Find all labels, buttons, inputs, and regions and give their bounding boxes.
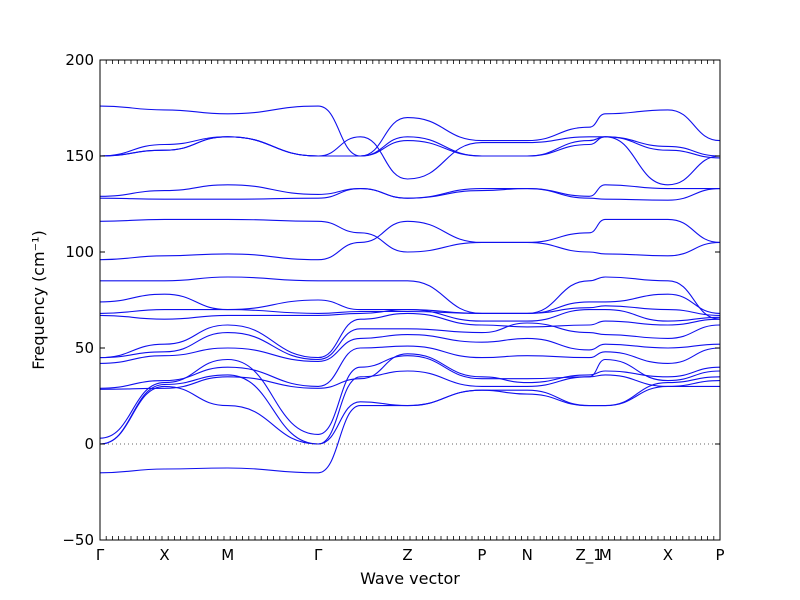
band-line-2 xyxy=(99,376,721,445)
x-tick-label: Z_1 xyxy=(576,546,603,565)
band-line-21 xyxy=(99,136,721,186)
band-line-9 xyxy=(99,312,721,359)
band-line-13 xyxy=(100,276,721,320)
x-tick-label: X xyxy=(159,546,169,564)
x-tick-label: N xyxy=(522,546,533,564)
x-tick-label: Z xyxy=(402,546,412,564)
band-line-16 xyxy=(99,188,721,201)
band-line-14 xyxy=(99,218,721,261)
band-line-10 xyxy=(99,309,721,322)
band-line-12 xyxy=(99,293,721,314)
band-line-6 xyxy=(99,345,721,389)
y-tick-label: 0 xyxy=(84,435,94,453)
band-line-3 xyxy=(99,370,720,445)
x-tick-label: P xyxy=(477,546,486,564)
band-line-20 xyxy=(99,105,721,157)
y-tick-label: −50 xyxy=(62,531,94,549)
band-lines xyxy=(99,105,721,474)
y-tick-label: 200 xyxy=(65,51,94,69)
x-tick-label: M xyxy=(599,546,612,564)
x-tick-label: M xyxy=(221,546,234,564)
x-axis-label: Wave vector xyxy=(360,569,460,588)
y-tick-label: 50 xyxy=(75,339,94,357)
x-tick-label: Γ xyxy=(96,546,105,564)
band-line-4 xyxy=(99,355,721,439)
y-tick-label: 100 xyxy=(65,243,94,261)
band-line-5 xyxy=(99,353,721,390)
y-axis-label: Frequency (cm⁻¹) xyxy=(29,230,48,369)
band-line-7 xyxy=(99,334,721,364)
band-line-17 xyxy=(99,184,720,199)
y-axis-ticks: −50 0 50 100 150 200 xyxy=(62,51,720,549)
x-tick-label: P xyxy=(715,546,724,564)
band-line-8 xyxy=(99,322,721,361)
x-tick-label: Γ xyxy=(314,546,323,564)
x-axis-ticks: Γ X M Γ Z P N Z_1M X P xyxy=(96,60,725,565)
y-tick-label: 150 xyxy=(65,147,94,165)
x-tick-label: X xyxy=(663,546,673,564)
band-line-15 xyxy=(99,218,721,257)
